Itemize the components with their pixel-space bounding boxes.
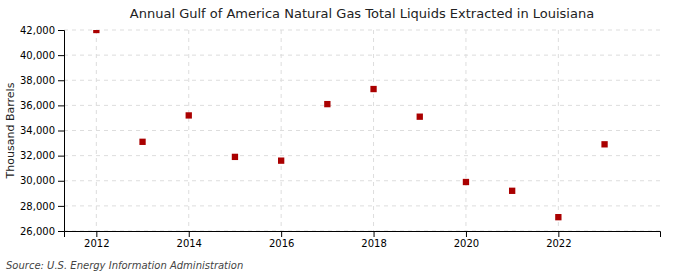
- y-tick-label: 42,000: [20, 25, 55, 36]
- grid-line-y: [64, 180, 660, 181]
- y-tick-mark: [58, 30, 64, 31]
- y-tick: 38,000: [20, 75, 64, 86]
- y-axis-line: [58, 31, 65, 232]
- title: Annual Gulf of America Natural Gas Total…: [130, 6, 594, 21]
- grid-line-y: [64, 205, 660, 206]
- y-tick: 30,000: [20, 175, 64, 186]
- y-tick-label: 30,000: [20, 175, 55, 186]
- chart-container: 2012 2014 2016 2018 2020 2022 26,000 28,000 30,0…: [0, 0, 675, 275]
- x-tick-label: 2012: [84, 238, 109, 249]
- x-tick-label: 2022: [546, 238, 571, 249]
- chart-svg: 2012 2014 2016 2018 2020 2022 26,000 28,000 30,0…: [0, 0, 675, 275]
- grid-line-y: [64, 80, 660, 81]
- y-tick-label: 40,000: [20, 50, 55, 61]
- point: [232, 154, 238, 160]
- x-tick-label: 2018: [361, 238, 386, 249]
- grid-line-x: [281, 30, 282, 231]
- y-tick-label: 28,000: [20, 201, 55, 212]
- grid-line-x: [465, 30, 466, 231]
- point: [555, 214, 561, 220]
- x-tick-label: 2016: [269, 238, 294, 249]
- y-tick-mark: [58, 55, 64, 56]
- grid: [64, 30, 660, 231]
- y-tick-mark: [58, 206, 64, 207]
- grid-line-y: [64, 130, 660, 131]
- point: [601, 141, 607, 147]
- y-axis: 26,000 28,000 30,000 32,000 34,000 36,000 38,0…: [20, 25, 65, 237]
- y-tick-label: 34,000: [20, 125, 55, 136]
- grid-line-y: [64, 155, 660, 156]
- y-tick-mark: [58, 181, 64, 182]
- x-tick: 2018: [361, 231, 386, 249]
- y-axis-title: Thousand Barrels: [4, 82, 17, 179]
- x-tick-mark: [558, 231, 559, 237]
- points: [93, 30, 608, 220]
- y-tick-mark: [58, 131, 64, 132]
- point: [417, 114, 423, 120]
- point: [139, 139, 145, 145]
- y-tick-label: 26,000: [20, 226, 55, 237]
- x-tick: 2014: [177, 231, 202, 249]
- point: [509, 188, 515, 194]
- point: [324, 101, 330, 107]
- y-tick: 32,000: [20, 150, 64, 161]
- y-tick-label: 38,000: [20, 75, 55, 86]
- point: [186, 112, 192, 118]
- point: [370, 86, 376, 92]
- grid-line-x: [188, 30, 189, 231]
- y-tick: 26,000: [20, 226, 64, 237]
- y-tick-label: 36,000: [20, 100, 55, 111]
- grid-line-x: [96, 30, 97, 231]
- annotation: Source: U.S. Energy Information Administ…: [6, 260, 243, 271]
- y-tick: 28,000: [20, 201, 64, 212]
- x-axis-line: [65, 232, 661, 238]
- x-tick: 2016: [269, 231, 294, 249]
- x-tick-label: 2020: [454, 238, 479, 249]
- y-tick-label: 32,000: [20, 150, 55, 161]
- x-tick-label: 2014: [177, 238, 202, 249]
- point: [463, 179, 469, 185]
- x-axis: 2012 2014 2016 2018 2020 2022: [65, 231, 661, 249]
- x-tick-mark: [281, 231, 282, 237]
- grid-line-y: [64, 55, 660, 56]
- grid-line-x: [558, 30, 559, 231]
- y-tick-mark: [58, 231, 64, 232]
- grid-line-y: [64, 30, 660, 31]
- grid-line-x: [373, 30, 374, 231]
- x-tick: 2020: [454, 231, 479, 249]
- y-tick: 42,000: [20, 25, 64, 36]
- y-tick: 34,000: [20, 125, 64, 136]
- point: [93, 30, 99, 33]
- y-tick-mark: [58, 105, 64, 106]
- x-tick-mark: [96, 231, 97, 237]
- y-tick: 40,000: [20, 50, 64, 61]
- plot-root: 2012 2014 2016 2018 2020 2022 26,000 28,000 30,0…: [20, 25, 661, 249]
- x-tick: 2012: [84, 231, 109, 249]
- y-tick-mark: [58, 156, 64, 157]
- x-tick-mark: [189, 231, 190, 237]
- y-tick: 36,000: [20, 100, 64, 111]
- x-tick-mark: [374, 231, 375, 237]
- x-tick: 2022: [546, 231, 571, 249]
- y-tick-mark: [58, 80, 64, 81]
- point: [278, 157, 284, 163]
- x-tick-mark: [466, 231, 467, 237]
- grid-line-y: [64, 105, 660, 106]
